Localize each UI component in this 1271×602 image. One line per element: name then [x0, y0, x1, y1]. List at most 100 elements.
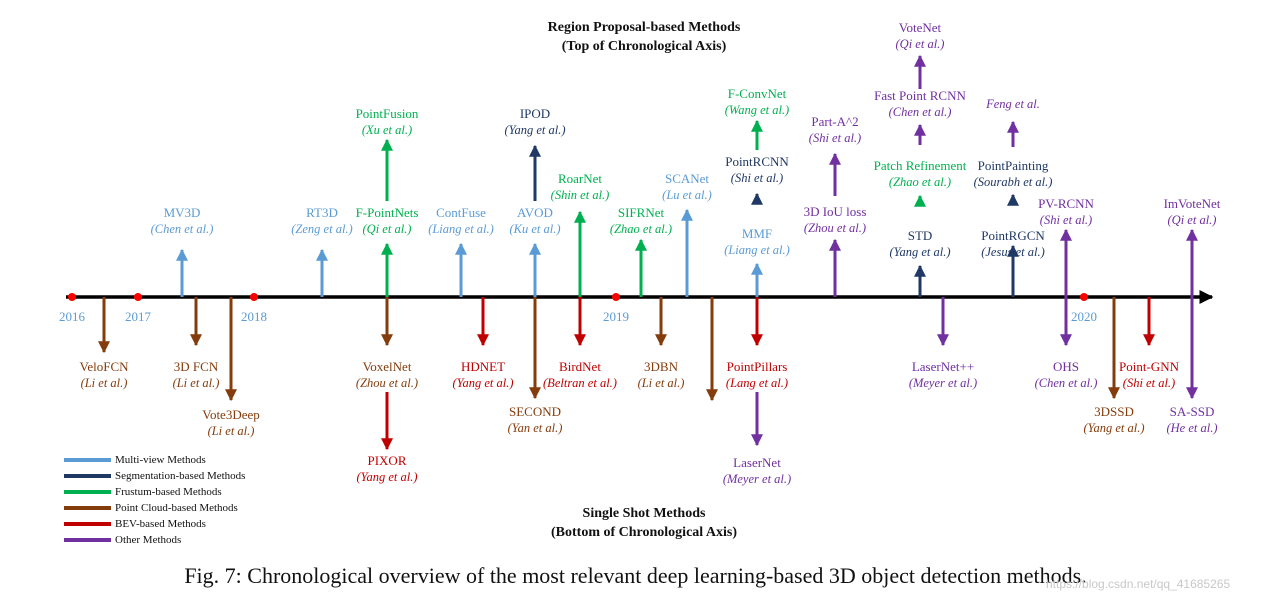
method-authors: (Qi et al.) [362, 222, 412, 236]
method-authors: (Liang et al.) [724, 243, 790, 257]
method-authors: (Lu et al.) [662, 188, 712, 202]
method-authors: (Meyer et al.) [908, 376, 978, 390]
method-label-3dbn: 3DBN (Li et al.) [638, 358, 685, 392]
year-label-2017: 2017 [125, 309, 151, 324]
method-label-feng-et-al: Feng et al. [986, 96, 1040, 113]
legend-label: BEV-based Methods [115, 518, 206, 530]
method-label-velofcn: VeloFCN (Li et al.) [79, 358, 128, 392]
year-dot-2016 [68, 293, 76, 301]
method-name: PointFusion [355, 106, 419, 121]
year-label-2019: 2019 [603, 309, 629, 324]
method-authors: (Qi et al.) [895, 37, 945, 51]
method-authors: (Yang et al.) [452, 376, 514, 390]
method-authors: (Zhou et al.) [355, 376, 419, 390]
legend-swatch-bev [64, 522, 111, 526]
method-name: MV3D [163, 205, 201, 220]
legend-swatch-segmentation [64, 474, 111, 478]
method-name: MMF [741, 226, 773, 241]
method-name: OHS [1052, 359, 1079, 374]
legend-label: Point Cloud-based Methods [115, 502, 238, 514]
method-authors: (Lang et al.) [725, 376, 789, 390]
method-authors: (Sourabh et al.) [973, 175, 1053, 189]
method-label-rt3d: RT3D (Zeng et al.) [291, 204, 352, 238]
method-name: F-ConvNet [727, 86, 787, 101]
method-label-pixor: PIXOR (Yang et al.) [357, 452, 418, 486]
method-label-sifrnet: SIFRNet (Zhao et al.) [610, 204, 672, 238]
legend-swatch-pointcloud [64, 506, 111, 510]
method-authors: (He et al.) [1166, 421, 1218, 435]
method-name: RoarNet [557, 171, 603, 186]
method-name: BirdNet [559, 359, 601, 374]
method-authors: (Zeng et al.) [291, 222, 353, 236]
method-authors: (Shi et al.) [1039, 213, 1093, 227]
method-label-pointpillars: PointPillars (Lang et al.) [726, 358, 788, 392]
method-name: PointPainting [977, 158, 1049, 173]
method-authors: (Li et al.) [637, 376, 685, 390]
year-label-2016: 2016 [59, 309, 85, 324]
method-label-fast-point-rcnn: Fast Point RCNN (Chen et al.) [874, 87, 966, 121]
legend-label: Multi-view Methods [115, 454, 206, 466]
method-name: VoxelNet [362, 359, 412, 374]
method-label-pointrcnn: PointRCNN (Shi et al.) [725, 153, 789, 187]
year-dot-2017 [134, 293, 142, 301]
method-authors: (Shi et al.) [808, 131, 862, 145]
method-name: PIXOR [367, 453, 407, 468]
method-label-birdnet: BirdNet (Beltran et al.) [543, 358, 617, 392]
method-authors: (Qi et al.) [1167, 213, 1217, 227]
method-authors: (Yang et al.) [889, 245, 951, 259]
method-authors: (Meyer et al.) [722, 472, 792, 486]
legend-item-pointcloud: Point Cloud-based Methods [64, 500, 245, 516]
method-name: Fast Point RCNN [874, 88, 966, 103]
method-name: PointRGCN [981, 228, 1045, 243]
method-name: SA-SSD [1169, 404, 1215, 419]
method-authors: (Xu et al.) [361, 123, 413, 137]
method-name: STD [907, 228, 933, 243]
method-label-pointrgcn: PointRGCN (Jesus et al.) [981, 227, 1045, 261]
method-name: SIFRNet [617, 205, 665, 220]
method-name: Vote3Deep [202, 407, 260, 422]
method-authors: (Shi et al.) [730, 171, 784, 185]
method-label-pv-rcnn: PV-RCNN (Shi et al.) [1038, 195, 1094, 229]
method-authors: (Li et al.) [80, 376, 128, 390]
legend-item-other: Other Methods [64, 532, 245, 548]
top-heading: Region Proposal-based Methods (Top of Ch… [548, 18, 741, 56]
method-name: AVOD [517, 205, 553, 220]
method-name: SECOND [508, 404, 561, 419]
method-label-pointfusion: PointFusion (Xu et al.) [356, 105, 419, 139]
method-authors: (Liang et al.) [428, 222, 494, 236]
method-label-vote3deep: Vote3Deep (Li et al.) [202, 406, 260, 440]
method-authors: (Zhou et al.) [803, 221, 867, 235]
method-authors: (Chen et al.) [1034, 376, 1098, 390]
method-label-part-a-2: Part-A^2 (Shi et al.) [809, 113, 861, 147]
legend-item-bev: BEV-based Methods [64, 516, 245, 532]
method-label-f-pointnets: F-PointNets (Qi et al.) [356, 204, 419, 238]
method-authors: (Chen et al.) [150, 222, 214, 236]
method-name: LaserNet [733, 455, 781, 470]
top-heading-title: Region Proposal-based Methods [547, 20, 741, 35]
legend: Multi-view Methods Segmentation-based Met… [64, 452, 245, 548]
legend-label: Segmentation-based Methods [115, 470, 246, 482]
bottom-heading: Single Shot Methods (Bottom of Chronolog… [551, 504, 737, 542]
method-name: Part-A^2 [811, 114, 859, 129]
method-authors: (Wang et al.) [724, 103, 790, 117]
bottom-heading-title: Single Shot Methods [582, 506, 706, 521]
method-name: PV-RCNN [1038, 196, 1094, 211]
method-label-point-gnn: Point-GNN (Shi et al.) [1119, 358, 1179, 392]
method-label-lasernet: LaserNet++ (Meyer et al.) [909, 358, 977, 392]
method-name: PointPillars [726, 359, 788, 374]
year-label-2020: 2020 [1071, 309, 1097, 324]
method-authors: (Zhao et al.) [888, 175, 952, 189]
method-name: IPOD [519, 106, 551, 121]
method-label-votenet: VoteNet (Qi et al.) [896, 19, 945, 53]
legend-label: Frustum-based Methods [115, 486, 222, 498]
legend-swatch-multiview [64, 458, 111, 462]
year-dot-2020 [1080, 293, 1088, 301]
method-label-std: STD (Yang et al.) [890, 227, 951, 261]
method-name: 3DSSD [1094, 404, 1134, 419]
method-label-3d-iou-loss: 3D IoU loss (Zhou et al.) [804, 203, 867, 237]
method-label-3d-fcn: 3D FCN (Li et al.) [173, 358, 220, 392]
legend-item-segmentation: Segmentation-based Methods [64, 468, 245, 484]
